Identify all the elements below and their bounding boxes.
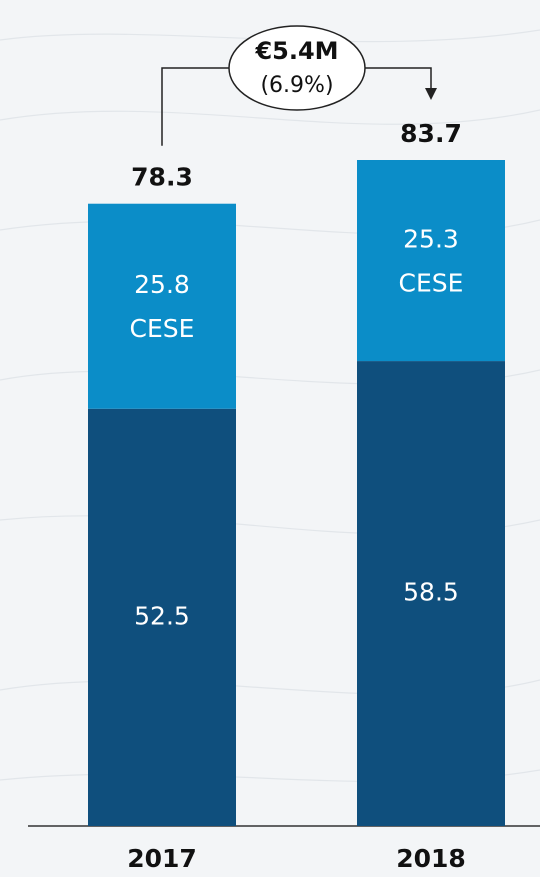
total-label: 78.3 xyxy=(131,163,193,192)
annotation-text: €5.4M xyxy=(254,37,338,65)
bar-segment xyxy=(88,408,236,826)
bar-segment xyxy=(357,160,505,362)
background-waves xyxy=(0,29,540,783)
total-label: 83.7 xyxy=(400,119,462,148)
bar-segment xyxy=(88,203,236,409)
segment-label: 58.5 xyxy=(403,578,459,607)
bar-segment xyxy=(357,361,505,826)
annotation-bracket xyxy=(161,67,432,146)
annotation-subtext: (6.9%) xyxy=(260,73,333,98)
segment-label: 52.5 xyxy=(134,601,190,630)
x-tick-label: 2017 xyxy=(127,844,197,873)
segment-name: CESE xyxy=(399,269,464,298)
segment-label: 25.3 xyxy=(403,225,459,254)
annotation-arrowhead xyxy=(425,88,437,100)
x-tick-label: 2018 xyxy=(396,844,466,873)
segment-name: CESE xyxy=(130,314,195,343)
segment-label: 25.8 xyxy=(134,270,190,299)
